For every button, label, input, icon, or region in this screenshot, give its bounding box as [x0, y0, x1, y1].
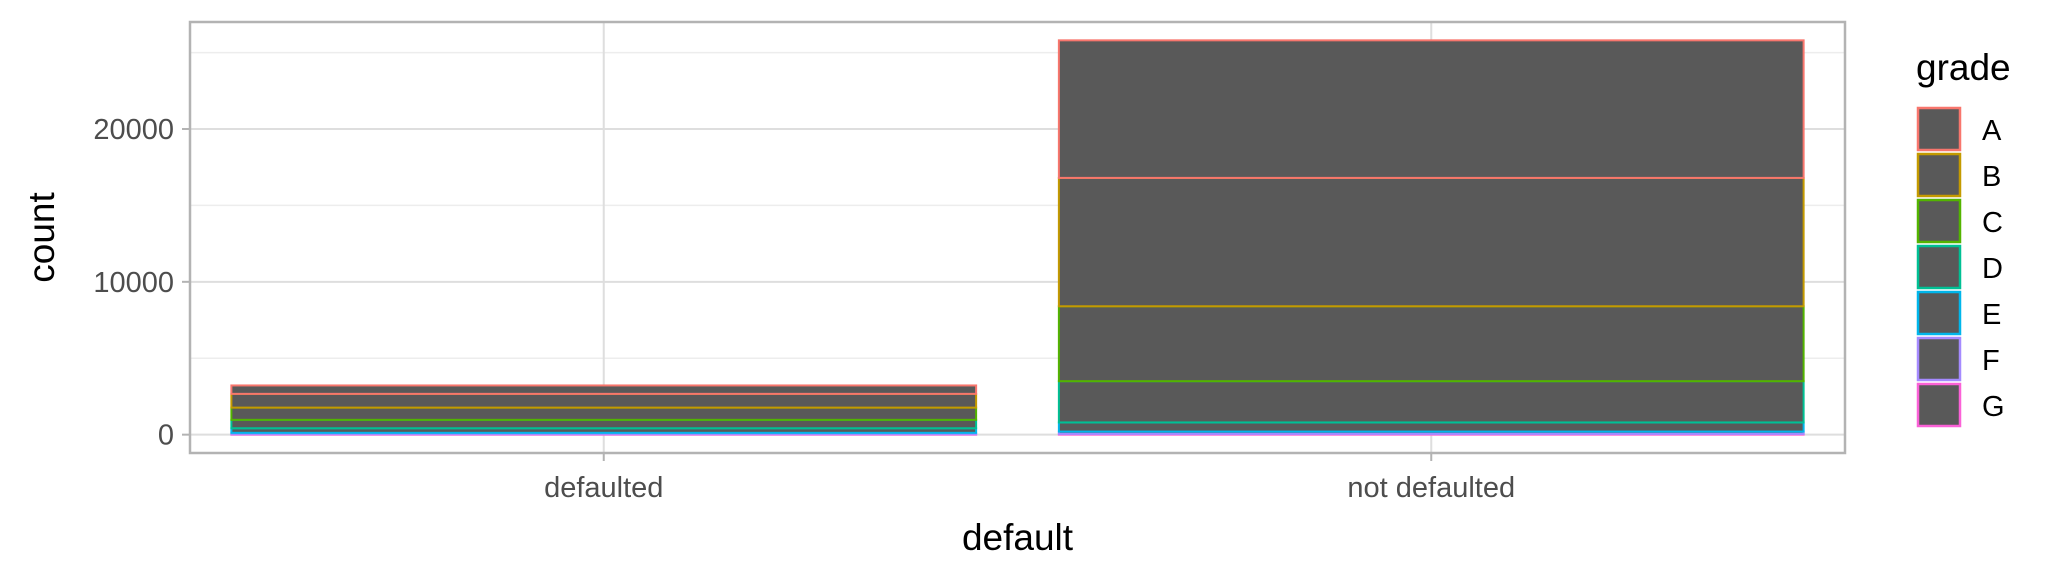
x-axis-title: default [962, 517, 1074, 558]
x-tick-label: not defaulted [1347, 472, 1515, 504]
legend-key-D [1916, 244, 1962, 290]
legend-label-B: B [1982, 161, 2001, 193]
bar-segment-D [1057, 380, 1805, 424]
y-tick-label: 10000 [93, 267, 174, 299]
bar-segment-C [230, 406, 978, 421]
x-tick-label: defaulted [544, 472, 663, 504]
legend-key-F [1916, 336, 1962, 382]
y-tick-label: 20000 [93, 114, 174, 146]
legend-key-A [1916, 106, 1962, 152]
legend-key-E [1916, 290, 1962, 336]
axis-ticks: 0 10000 20000 defaulted not defaulted [93, 114, 1515, 504]
legend-key-C [1916, 198, 1962, 244]
legend-label-E: E [1982, 299, 2001, 331]
bar-segment-C [1057, 305, 1805, 383]
y-axis-title: count [21, 192, 62, 283]
legend-label-A: A [1982, 115, 2002, 147]
legend-label-C: C [1982, 207, 2003, 239]
legend-label-G: G [1982, 391, 2005, 423]
panel-border [188, 20, 1847, 455]
legend-key-B [1916, 152, 1962, 198]
bar-segment-A [230, 384, 978, 395]
bar-segment-E [1057, 421, 1805, 433]
bar-segment-D [230, 418, 978, 430]
y-tick-label: 0 [158, 420, 174, 452]
bars [230, 39, 1805, 436]
bar-segment-A [1057, 39, 1805, 179]
legend-title: grade [1916, 47, 2011, 88]
legend-label-F: F [1982, 345, 2000, 377]
bar-segment-B [230, 392, 978, 409]
legend-label-D: D [1982, 253, 2003, 285]
legend-key-G [1916, 382, 1962, 428]
bar-segment-B [1057, 176, 1805, 308]
